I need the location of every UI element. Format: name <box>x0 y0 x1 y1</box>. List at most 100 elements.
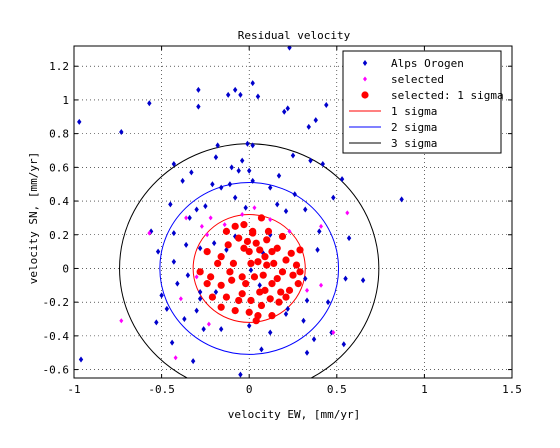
x-tick-label: 0 <box>246 383 253 396</box>
legend-entry: 2 sigma <box>349 121 437 134</box>
alps-orogen-point <box>285 105 290 112</box>
legend-entry: 1 sigma <box>349 105 437 118</box>
selected-1-sigma-point <box>273 244 281 252</box>
selected-point <box>287 228 292 234</box>
selected-point <box>199 223 204 229</box>
selected-1-sigma-point <box>203 280 211 288</box>
legend-swatch <box>363 76 367 82</box>
alps-orogen-point <box>303 275 308 282</box>
selected-1-sigma-point <box>235 296 243 305</box>
x-tick-label: 1 <box>421 383 428 396</box>
selected-point <box>208 215 213 221</box>
alps-orogen-point <box>245 140 250 147</box>
x-axis-label: velocity EW, [mm/yr] <box>228 408 360 421</box>
selected-point <box>194 274 199 280</box>
legend: Alps Orogen selected selected: 1 sigma 1 si… <box>342 50 504 154</box>
selected-point <box>345 210 350 216</box>
y-tick-label: -0.6 <box>43 364 70 377</box>
plot-content <box>77 46 404 378</box>
alps-orogen-point <box>247 322 252 329</box>
alps-orogen-point <box>213 289 219 296</box>
legend-box <box>342 50 502 154</box>
selected-1-sigma-point <box>285 286 294 294</box>
alps-orogen-point <box>185 272 191 279</box>
legend-entry: Alps Orogen <box>362 57 464 70</box>
alps-orogen-point <box>304 349 310 356</box>
selected-1-sigma-point <box>208 293 217 301</box>
selected-1-sigma-point <box>254 258 262 266</box>
alps-orogen-point <box>324 101 329 108</box>
selected-1-sigma-point <box>243 237 252 246</box>
selected-1-sigma-point <box>263 236 271 244</box>
alps-orogen-point <box>243 204 248 211</box>
alps-orogen-point <box>313 117 318 124</box>
selected-1-sigma-point <box>203 248 211 256</box>
alps-orogen-point <box>164 305 170 312</box>
selected-point <box>184 215 189 221</box>
selected-1-sigma-point <box>257 214 266 222</box>
alps-orogen-point <box>331 194 336 201</box>
alps-orogen-point <box>182 316 187 323</box>
selected-1-sigma-point <box>264 227 273 235</box>
selected-point <box>319 282 324 288</box>
alps-orogen-point <box>218 184 224 191</box>
selected-1-sigma-point <box>294 280 302 288</box>
alps-orogen-point <box>399 196 404 203</box>
alps-orogen-point <box>311 336 317 343</box>
alps-orogen-point <box>196 86 201 93</box>
legend-label: selected: 1 sigma <box>391 89 504 102</box>
alps-orogen-point <box>303 206 308 213</box>
alps-orogen-point <box>238 91 243 98</box>
alps-orogen-point <box>238 371 243 378</box>
selected-point <box>206 321 211 327</box>
y-tick-label: 1 <box>62 94 69 107</box>
selected-1-sigma-point <box>217 281 225 289</box>
alps-orogen-point <box>218 326 224 333</box>
selected-1-sigma-point <box>282 256 290 264</box>
selected-point <box>173 355 178 361</box>
alps-orogen-point <box>196 103 201 110</box>
selected-1-sigma-point <box>289 271 297 279</box>
selected-1-sigma-point <box>268 312 276 320</box>
alps-orogen-point <box>239 157 245 164</box>
selected-1-sigma-point <box>222 293 231 301</box>
selected-1-sigma-point <box>228 276 236 284</box>
selected-1-sigma-point <box>287 249 295 257</box>
alps-orogen-point <box>168 201 173 208</box>
selected-1-sigma-point <box>275 298 283 306</box>
alps-orogen-point <box>317 228 322 235</box>
selected-1-sigma-point <box>240 244 248 252</box>
alps-orogen-point <box>154 319 159 326</box>
y-tick-label: 0.4 <box>49 195 69 208</box>
alps-orogen-point <box>283 208 289 215</box>
axis-ticks: -1 -0.5 0 0.5 1 1.5 -0.6 -0.4 -0.2 0 0.2 0.4 0.6 0.8 1… <box>43 46 522 396</box>
selected-point <box>252 205 257 211</box>
alps-orogen-point <box>119 128 124 135</box>
selected-1-sigma-point <box>247 259 255 268</box>
selected-point <box>119 318 124 324</box>
selected-1-sigma-point <box>268 280 276 288</box>
legend-entry: selected: 1 sigma <box>361 89 504 102</box>
alps-orogen-point <box>276 172 282 179</box>
alps-orogen-point <box>189 169 194 176</box>
alps-orogen-point <box>213 154 219 161</box>
selected-1-sigma-point <box>242 280 250 288</box>
selected-1-sigma-point <box>207 273 215 281</box>
alps-orogen-point <box>159 292 164 299</box>
alps-orogen-point <box>255 93 261 100</box>
legend-label: 1 sigma <box>391 105 437 118</box>
data-points <box>77 46 404 378</box>
alps-orogen-point <box>210 181 215 188</box>
legend-label: 2 sigma <box>391 121 437 134</box>
selected-1-sigma-point <box>240 221 248 229</box>
alps-orogen-point <box>360 277 366 284</box>
selected-point <box>240 212 245 218</box>
alps-orogen-point <box>224 246 229 253</box>
alps-orogen-point <box>171 258 177 265</box>
alps-orogen-point <box>247 167 252 174</box>
selected-1-sigma-point <box>238 273 246 281</box>
legend-swatch <box>361 91 369 99</box>
selected-1-sigma-point <box>268 248 276 256</box>
selected-1-sigma-point <box>214 259 222 268</box>
y-tick-label: 0.2 <box>49 229 69 242</box>
